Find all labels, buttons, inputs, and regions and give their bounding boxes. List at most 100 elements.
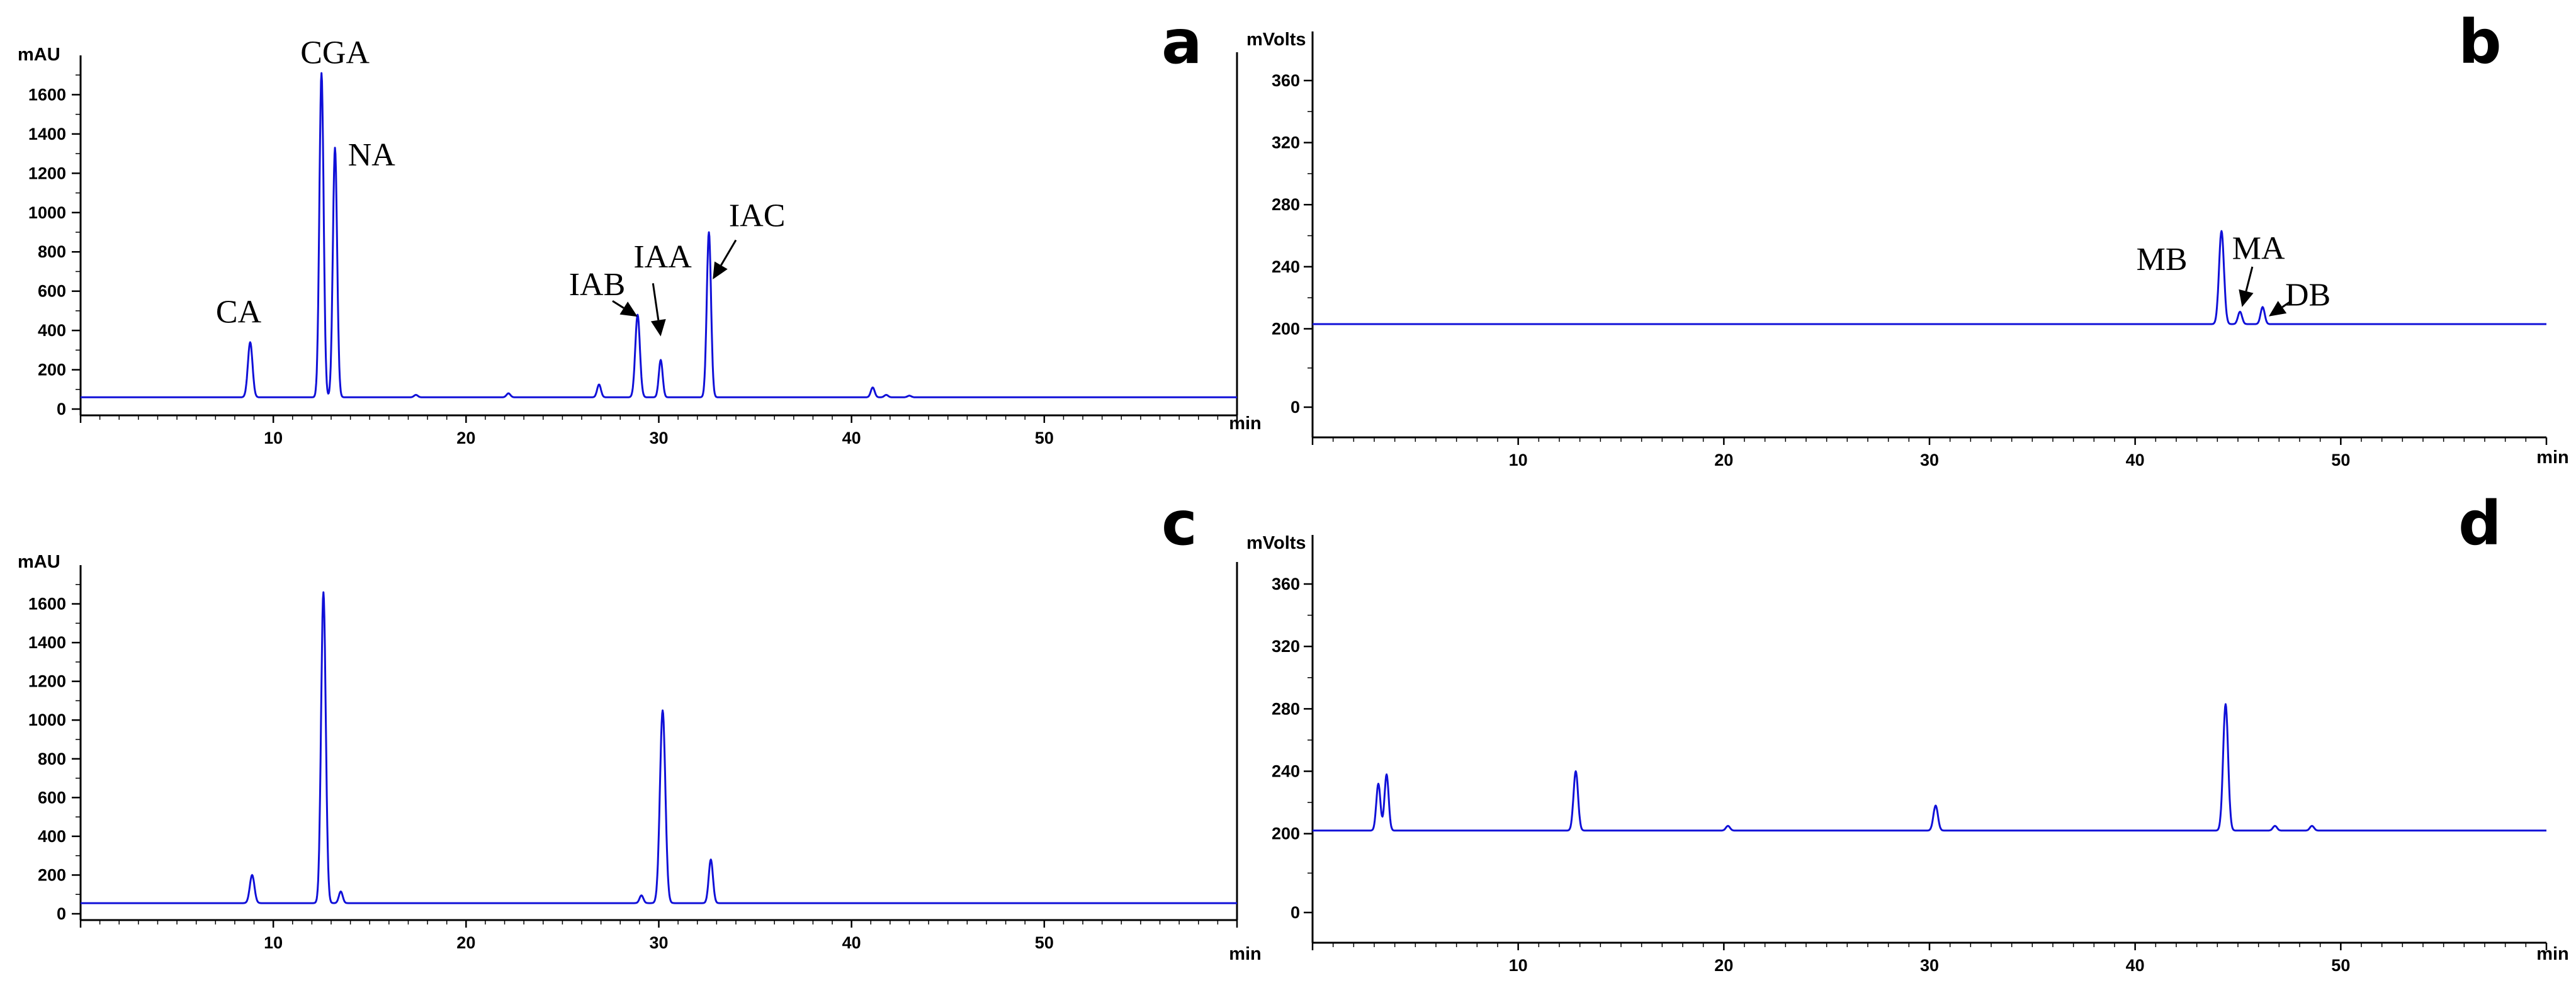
peak-apex	[636, 313, 639, 316]
chromatogram-trace	[1312, 703, 2547, 832]
y-tick-label: 280	[1272, 699, 1300, 718]
y-tick-label: 600	[38, 282, 66, 301]
peak-apex	[908, 395, 910, 396]
peak-label: IAA	[633, 239, 692, 275]
y-tick-label: 1600	[28, 595, 66, 614]
y-tick-label: 320	[1272, 133, 1300, 152]
y-tick-label: 200	[1272, 319, 1300, 338]
x-tick-label: 20	[1714, 451, 1733, 469]
peak-apex	[662, 709, 664, 712]
y-tick-label: 800	[38, 750, 66, 768]
peak-apex	[320, 72, 322, 74]
y-unit-label: mVolts	[1246, 533, 1306, 553]
peak-apex	[322, 591, 324, 593]
peak-apex	[708, 231, 710, 233]
y-tick-label: 200	[1272, 824, 1300, 843]
y-tick-label: 320	[1272, 637, 1300, 656]
y-tick-label: 360	[1272, 71, 1300, 90]
panel-letter: d	[2458, 488, 2502, 559]
panel-letter: c	[1161, 488, 1197, 559]
y-tick-label: 200	[38, 361, 66, 379]
x-unit-label: min	[2536, 447, 2569, 468]
peak-apex	[2220, 230, 2223, 232]
y-tick-label: 0	[57, 400, 66, 418]
peak-apex	[1386, 773, 1387, 775]
peak-apex	[598, 383, 600, 386]
annotation-arrow-line	[720, 239, 737, 266]
y-tick-label: 240	[1272, 762, 1300, 781]
y-tick-label: 1000	[28, 203, 66, 222]
panel-d: 10 20 30 40 50 0 200 240 280 320 360 mVolts min d	[1246, 488, 2569, 975]
x-tick-label: 30	[1920, 956, 1939, 975]
y-tick-label: 240	[1272, 257, 1300, 276]
peak-apex	[2239, 311, 2241, 313]
x-tick-label: 30	[1920, 451, 1939, 469]
peak-apex	[249, 341, 251, 344]
x-tick-label: 10	[1509, 451, 1528, 469]
y-tick-label: 400	[38, 321, 66, 340]
peak-apex	[415, 394, 417, 396]
peak-apex	[2274, 825, 2276, 827]
y-tick-label: 0	[57, 904, 66, 923]
y-tick-label: 0	[1291, 398, 1300, 417]
y-tick-label: 1600	[28, 85, 66, 104]
x-tick-label: 50	[1035, 429, 1054, 447]
chromatogram-trace	[1312, 230, 2547, 325]
x-tick-label: 30	[649, 933, 668, 952]
peak-apex	[872, 386, 874, 388]
x-tick-label: 20	[1714, 956, 1733, 975]
x-tick-label: 50	[1035, 933, 1054, 952]
peak-apex	[2225, 703, 2227, 705]
annotation-arrow-line	[612, 300, 624, 309]
peak-label: NA	[348, 137, 396, 173]
peak-apex	[334, 147, 336, 149]
peak-apex	[660, 359, 662, 361]
peak-apex	[340, 890, 342, 892]
x-tick-label: 20	[456, 933, 475, 952]
y-tick-label: 0	[1291, 903, 1300, 922]
x-tick-label: 30	[649, 429, 668, 447]
peak-label: DB	[2285, 277, 2330, 313]
y-unit-label: mAU	[18, 45, 60, 65]
panel-letter: b	[2458, 7, 2502, 77]
peak-label: CA	[216, 295, 262, 330]
peak-apex	[1935, 804, 1936, 807]
peak-apex	[709, 858, 712, 861]
y-tick-label: 360	[1272, 575, 1300, 593]
peak-apex	[1727, 825, 1729, 827]
panel-b: 10 20 30 40 50 0 200 240 280 320 360 mVolts min b MB MA…	[1246, 7, 2569, 469]
peak-label: CGA	[300, 35, 370, 70]
peak-apex	[640, 894, 643, 896]
annotation-arrow-line	[2245, 266, 2254, 292]
x-tick-label: 20	[456, 429, 475, 447]
chromatogram-trace	[80, 72, 1238, 398]
x-tick-label: 10	[264, 429, 283, 447]
x-unit-label: min	[1229, 413, 1262, 434]
y-tick-label: 1400	[28, 633, 66, 652]
annotation-arrow-head	[619, 301, 638, 317]
x-tick-label: 40	[842, 429, 861, 447]
peak-label: MA	[2232, 231, 2285, 267]
peak-apex	[251, 874, 253, 876]
peak-apex	[1377, 783, 1379, 785]
annotation-arrow-head	[2269, 301, 2287, 317]
y-unit-label: mVolts	[1246, 30, 1306, 50]
peak-label: IAC	[729, 198, 786, 234]
panel-c: 10 20 30 40 50 0 200 400 600 800 1000 1200 1400 1600 m…	[18, 488, 1262, 964]
peak-label: IAB	[569, 267, 626, 303]
annotation-arrow-line	[652, 283, 660, 320]
x-tick-label: 10	[264, 933, 283, 952]
y-tick-label: 1400	[28, 125, 66, 143]
annotation-arrow-line	[2281, 300, 2292, 308]
peak-apex	[2262, 306, 2264, 308]
y-tick-label: 800	[38, 242, 66, 261]
panel-letter: a	[1161, 7, 1202, 77]
y-tick-label: 200	[38, 865, 66, 884]
x-tick-label: 40	[2126, 956, 2145, 975]
y-tick-label: 280	[1272, 195, 1300, 214]
x-tick-label: 50	[2331, 956, 2350, 975]
panel-a: 10 20 30 40 50 0 200 400 600 800 1000 1200 1400 1600 m…	[18, 7, 1262, 447]
peak-apex	[1574, 770, 1577, 772]
x-unit-label: min	[1229, 944, 1262, 964]
